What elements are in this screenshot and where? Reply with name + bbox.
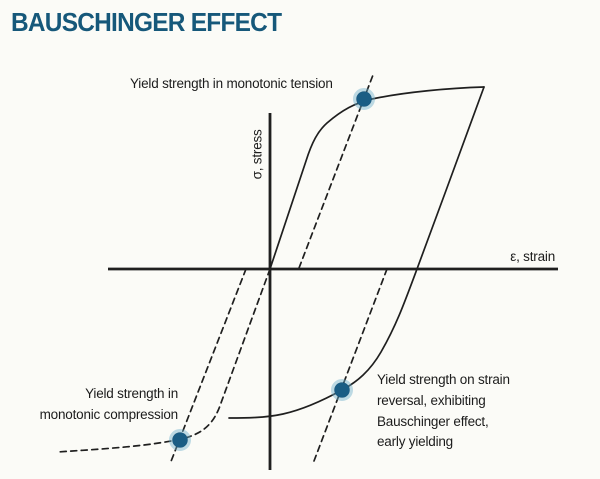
y-axis-label: σ, stress (249, 129, 265, 180)
reversal-yield-label-line3: Bauschinger effect, (377, 413, 489, 429)
tension-yield-marker-halo (353, 88, 375, 110)
compression-offset-line (169, 268, 247, 465)
tension-yield-marker (353, 88, 375, 110)
compression-yield-marker-halo (169, 429, 191, 451)
compression-yield-marker (169, 429, 191, 451)
reversal-yield-label-line2: reversal, exhibiting (377, 392, 486, 408)
compression-yield-label-line2: monotonic compression (39, 407, 179, 422)
reversal-yield-marker-dot (334, 382, 350, 398)
reversal-offset-line (313, 268, 388, 462)
reversal-yield-label-line1: Yield strength on strain (377, 372, 510, 387)
compression-yield-marker-dot (172, 432, 188, 448)
tension-yield-marker-dot (356, 91, 372, 107)
reversal-yield-label-line4: early yielding (377, 434, 453, 450)
x-axis-label: ε, strain (510, 249, 555, 264)
strain-reversal-curve (228, 86, 485, 419)
tension-offset-line (298, 74, 374, 269)
tension-yield-label: Yield strength in monotonic tension (130, 76, 333, 91)
tension-loading-curve (269, 86, 485, 270)
compression-yield-label: Yield strength in monotonic compression (10, 383, 179, 425)
reversal-yield-label: Yield strength on strain reversal, exhib… (377, 370, 510, 453)
page-title: BAUSCHINGER EFFECT (11, 7, 282, 37)
reversal-yield-marker-halo (331, 379, 353, 401)
compression-yield-label-line1: Yield strength in (85, 386, 178, 401)
reversal-yield-marker (331, 379, 353, 401)
